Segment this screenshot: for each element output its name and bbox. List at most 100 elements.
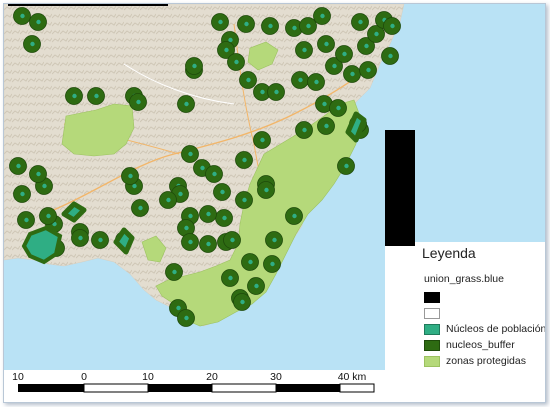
scale-label: 0: [81, 371, 87, 383]
legend-item-zonas-protegidas: zonas protegidas: [424, 354, 526, 368]
nucleo-poblacion: [324, 123, 329, 129]
nucleo-poblacion: [188, 239, 193, 245]
nucleo-poblacion: [314, 79, 319, 85]
nucleo-poblacion: [254, 283, 259, 289]
protected-zone: [61, 103, 135, 157]
protected-zone: [247, 41, 279, 71]
legend-black-block: [385, 130, 415, 246]
nucleo-poblacion: [364, 43, 369, 49]
scale-label: 10: [12, 371, 24, 383]
scale-segment: [339, 383, 375, 393]
nucleo-poblacion: [136, 99, 141, 105]
scale-label: 40 km: [337, 371, 367, 383]
nucleo-poblacion: [36, 171, 41, 177]
nucleo-poblacion: [188, 213, 193, 219]
legend-swatch: [424, 339, 440, 351]
nucleo-poblacion: [342, 51, 347, 57]
nucleo-poblacion: [218, 19, 223, 25]
protected-zones: [61, 41, 361, 327]
nucleo-poblacion: [260, 89, 265, 95]
nucleo-poblacion: [172, 269, 177, 275]
map-canvas[interactable]: [4, 4, 545, 402]
scale-segment: [276, 384, 340, 392]
nucleo-poblacion: [138, 205, 143, 211]
legend-swatch: [424, 323, 440, 335]
nucleo-poblacion: [20, 13, 25, 19]
legend-item-black: [424, 290, 446, 304]
nucleo-poblacion: [302, 47, 307, 53]
nucleo-poblacion: [132, 183, 137, 189]
nucleo-poblacion: [260, 137, 265, 143]
nucleo-poblacion: [272, 237, 277, 243]
nucleo-poblacion: [224, 47, 229, 53]
nucleo-poblacion: [78, 235, 83, 241]
nucleo-poblacion: [166, 197, 171, 203]
legend-layer-name: union_grass.blue: [424, 273, 504, 285]
nucleo-poblacion: [298, 77, 303, 83]
legend-title: Leyenda: [422, 245, 476, 261]
nucleo-poblacion: [24, 217, 29, 223]
nucleo-poblacion: [350, 71, 355, 77]
nucleo-poblacion: [220, 189, 225, 195]
nucleo-poblacion: [98, 237, 103, 243]
nucleo-poblacion: [212, 171, 217, 177]
nucleo-poblacion: [228, 37, 233, 43]
nucleo-poblacion: [184, 225, 189, 231]
nucleo-poblacion: [292, 25, 297, 31]
scale-segment: [83, 383, 149, 393]
nucleo-poblacion: [332, 63, 337, 69]
nucleo-buffer: [113, 227, 135, 255]
nucleo-poblacion: [16, 163, 21, 169]
nucleo-poblacion: [336, 105, 341, 111]
scale-bar: [4, 370, 545, 402]
nucleo-poblacion: [178, 191, 183, 197]
nucleo-poblacion: [242, 197, 247, 203]
nucleo-poblacion: [306, 23, 311, 29]
nucleo-poblacion: [246, 77, 251, 83]
nucleo-poblacion: [20, 191, 25, 197]
nucleo-poblacion: [30, 41, 35, 47]
scale-label: 30: [270, 371, 282, 383]
nucleo-poblacion: [206, 241, 211, 247]
nucleo-poblacion: [128, 173, 133, 179]
nucleo-poblacion: [94, 93, 99, 99]
legend-label: Núcleos de población: [446, 323, 546, 335]
scale-segment: [18, 384, 84, 392]
nucleo-poblacion: [240, 299, 245, 305]
nucleos-buffer-layer: [9, 7, 401, 327]
nucleo-poblacion: [374, 31, 379, 37]
nucleo-poblacion: [234, 59, 239, 65]
nucleo-poblacion: [244, 21, 249, 27]
legend-label: nucleos_buffer: [446, 339, 515, 351]
nucleo-poblacion: [206, 211, 211, 217]
nucleo-poblacion: [268, 23, 273, 29]
top-black-bar: [8, 4, 168, 6]
nucleo-poblacion: [388, 53, 393, 59]
nucleo-poblacion: [358, 19, 363, 25]
nucleo-poblacion: [222, 215, 227, 221]
nucleo-poblacion: [42, 183, 47, 189]
nucleo-poblacion-urbano: [21, 225, 63, 265]
nucleo-poblacion: [46, 213, 51, 219]
nucleo-poblacion: [176, 305, 181, 311]
nucleo-poblacion: [36, 19, 41, 25]
nucleo-buffer: [61, 201, 87, 223]
nucleo-poblacion: [274, 89, 279, 95]
legend-left-bar: [385, 246, 415, 372]
nucleo-poblacion: [366, 67, 371, 73]
scale-segment: [148, 384, 212, 392]
nucleo-poblacion: [324, 41, 329, 47]
nucleo-poblacion: [188, 151, 193, 157]
legend-swatch: [424, 307, 440, 319]
nucleo-poblacion: [264, 187, 269, 193]
legend-item-nucleos-poblacion: Núcleos de población: [424, 322, 546, 336]
nucleo-poblacion: [270, 261, 275, 267]
nucleo-poblacion: [322, 101, 327, 107]
scale-label: 10: [142, 371, 154, 383]
nucleo-poblacion: [228, 275, 233, 281]
nucleo-poblacion: [242, 157, 247, 163]
nucleo-poblacion: [184, 315, 189, 321]
nucleo-poblacion: [200, 165, 205, 171]
nucleo-poblacion: [390, 23, 395, 29]
scale-label: 20: [206, 371, 218, 383]
